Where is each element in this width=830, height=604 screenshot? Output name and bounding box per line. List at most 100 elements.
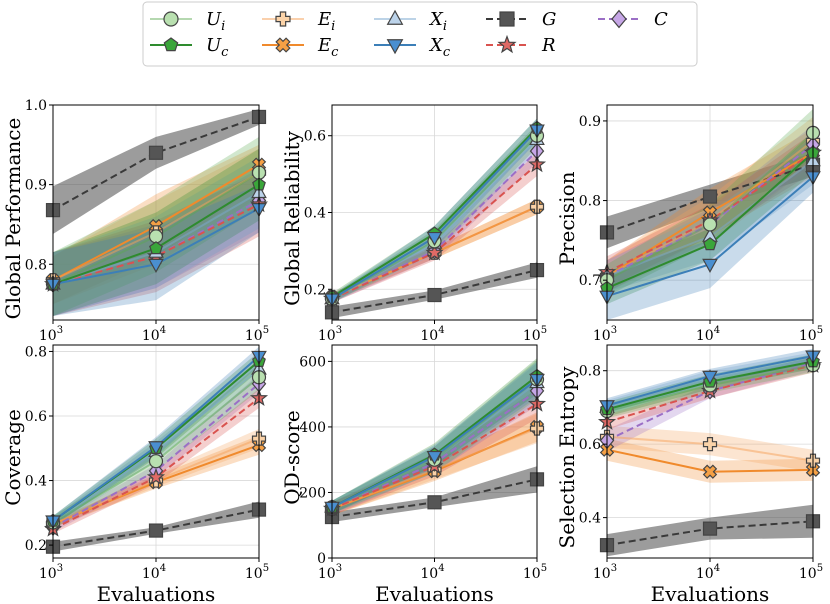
series-line-R: [53, 203, 259, 286]
x-tick-label: 104: [696, 563, 720, 582]
y-axis-title: QD-score: [280, 410, 304, 504]
legend-marker-icon: [275, 11, 291, 27]
point-Xc-1: [426, 231, 443, 247]
band-Uc: [53, 351, 259, 526]
x-tick-label: 105: [245, 563, 269, 582]
y-tick-label: 0.2: [304, 282, 326, 298]
x-axis-title: Evaluations: [651, 582, 770, 604]
y-tick-label: 0.4: [304, 206, 326, 222]
x-tick-label: 104: [142, 563, 166, 582]
band-G: [53, 109, 259, 234]
legend-marker-icon: [163, 37, 179, 52]
band-G: [53, 501, 259, 552]
point-Xc-1: [702, 370, 718, 385]
legend-label: Ei: [317, 9, 335, 34]
point-G-1: [427, 287, 442, 303]
point-Uc-1: [149, 241, 163, 255]
band-Uc: [332, 358, 537, 514]
point-R-1: [146, 467, 166, 486]
legend-entry-Xi: Xi: [374, 9, 447, 34]
series-line-C: [53, 382, 259, 529]
y-tick-label: 0.6: [304, 129, 326, 145]
x-tick-label: 104: [142, 325, 166, 344]
point-Xc-1: [426, 450, 443, 466]
point-Ei-1: [702, 437, 718, 452]
point-Ui-1: [148, 229, 164, 244]
band-Uc: [607, 132, 813, 305]
legend-label: R: [541, 35, 556, 56]
y-axis-title: Coverage: [1, 409, 25, 506]
y-tick-label: 0.8: [579, 194, 601, 210]
series-line-G: [607, 163, 813, 234]
x-tick-label: 104: [696, 325, 720, 344]
subplot-3: 0.7 0.8 0.9 103 104 105 Precision: [555, 104, 823, 344]
y-axis-title: Selection Entropy: [555, 366, 579, 549]
series-line-G: [53, 115, 259, 211]
point-Ec-1: [702, 464, 718, 479]
point-Xc-1: [148, 258, 164, 273]
x-tick-label: 103: [39, 563, 63, 582]
y-tick-label: 200: [299, 485, 326, 501]
point-Uc-1: [703, 237, 717, 251]
legend-marker-icon: [611, 9, 627, 29]
point-G-1: [148, 523, 164, 538]
legend-marker-icon: [163, 11, 179, 27]
legend-label: G: [542, 9, 556, 30]
point-Xc-1: [148, 441, 164, 456]
y-axis-title: Precision: [555, 171, 579, 265]
y-tick-label: 0.4: [25, 474, 47, 490]
legend-marker-icon: [497, 34, 517, 54]
band-Uc: [332, 118, 537, 301]
legend-marker-icon: [386, 9, 404, 25]
x-tick-label: 103: [593, 563, 617, 582]
x-tick-label: 103: [39, 325, 63, 344]
x-tick-label: 104: [420, 563, 444, 582]
y-tick-label: 0.4: [579, 511, 601, 527]
series-line-R: [607, 364, 813, 424]
x-tick-label: 104: [420, 325, 444, 344]
x-tick-label: 105: [245, 325, 269, 344]
y-tick-label: 0.6: [25, 409, 47, 425]
point-Ui-1: [702, 217, 718, 232]
y-tick-label: 400: [299, 420, 326, 436]
subplot-6: 0.4 0.6 0.8 103 104 105 Selection Entropy Evalu…: [555, 344, 823, 604]
point-G-1: [427, 495, 442, 510]
legend-marker-icon: [499, 11, 515, 27]
band-Ui: [332, 359, 537, 514]
subplot-5: 0 200 400 600 103 104 105 QD-score Evaluations: [280, 344, 547, 604]
y-tick-label: 0.7: [579, 273, 601, 289]
x-tick-label: 103: [318, 325, 342, 344]
legend-entry-Ec: Ec: [262, 35, 339, 60]
subplot-1: 0.8 0.9 1.0 103 104 105 Global Performance: [1, 98, 269, 344]
subplot-2: 0.2 0.4 0.6 103 104 105 Global Reliability: [280, 104, 547, 344]
y-tick-label: 0.2: [25, 538, 47, 554]
x-tick-label: 103: [318, 563, 342, 582]
y-tick-label: 0.8: [25, 257, 47, 273]
band-G: [332, 466, 537, 522]
y-tick-label: 0.8: [579, 364, 601, 380]
x-axis-title: Evaluations: [97, 582, 216, 604]
legend-entry-Xc: Xc: [374, 35, 451, 60]
y-tick-label: 0: [317, 551, 326, 567]
legend-entry-Uc: Uc: [150, 35, 229, 60]
point-Xc-1: [702, 258, 718, 273]
legend-label: C: [654, 9, 668, 30]
point-Ui-1: [148, 454, 164, 469]
legend-marker-icon: [386, 39, 404, 55]
plot-area: [53, 109, 259, 316]
subplot-4: 0.2 0.4 0.6 0.8 103 104 105 Coverage Evaluations: [1, 344, 269, 604]
legend-label: Uc: [206, 35, 229, 60]
x-tick-label: 103: [593, 325, 617, 344]
y-tick-label: 0.9: [579, 114, 601, 130]
point-G-1: [702, 189, 718, 204]
band-Xc: [332, 361, 537, 514]
band-R: [53, 388, 259, 534]
x-tick-label: 105: [799, 325, 823, 344]
x-axis-title: Evaluations: [375, 582, 494, 604]
y-tick-label: 1.0: [25, 98, 47, 114]
point-G-1: [702, 521, 718, 536]
legend-entry-R: R: [486, 34, 556, 56]
